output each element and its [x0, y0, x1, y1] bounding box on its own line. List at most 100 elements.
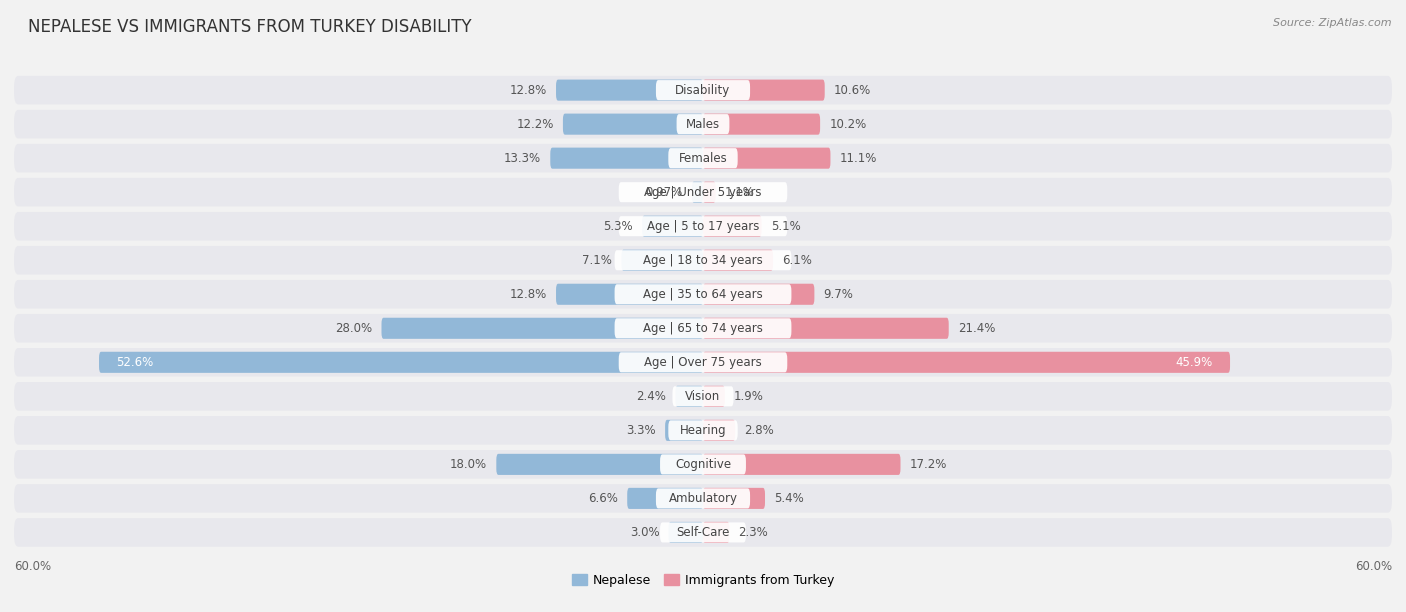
FancyBboxPatch shape — [555, 284, 703, 305]
FancyBboxPatch shape — [703, 80, 825, 100]
FancyBboxPatch shape — [14, 212, 1392, 241]
Text: 5.3%: 5.3% — [603, 220, 633, 233]
FancyBboxPatch shape — [614, 250, 792, 271]
Text: 1.9%: 1.9% — [734, 390, 763, 403]
FancyBboxPatch shape — [381, 318, 703, 339]
FancyBboxPatch shape — [14, 314, 1392, 343]
FancyBboxPatch shape — [668, 420, 738, 441]
FancyBboxPatch shape — [14, 518, 1392, 547]
Text: 3.3%: 3.3% — [626, 424, 657, 437]
FancyBboxPatch shape — [692, 182, 703, 203]
FancyBboxPatch shape — [703, 386, 725, 407]
FancyBboxPatch shape — [676, 114, 730, 134]
Text: 6.6%: 6.6% — [588, 492, 619, 505]
Text: 52.6%: 52.6% — [117, 356, 153, 369]
FancyBboxPatch shape — [14, 348, 1392, 376]
FancyBboxPatch shape — [657, 488, 749, 509]
Text: 12.8%: 12.8% — [509, 84, 547, 97]
FancyBboxPatch shape — [14, 76, 1392, 105]
FancyBboxPatch shape — [14, 416, 1392, 445]
Text: 0.97%: 0.97% — [645, 185, 683, 199]
Text: 6.1%: 6.1% — [782, 254, 813, 267]
Text: Females: Females — [679, 152, 727, 165]
FancyBboxPatch shape — [14, 484, 1392, 513]
Text: Age | 18 to 34 years: Age | 18 to 34 years — [643, 254, 763, 267]
Legend: Nepalese, Immigrants from Turkey: Nepalese, Immigrants from Turkey — [572, 574, 834, 587]
Text: 13.3%: 13.3% — [503, 152, 541, 165]
FancyBboxPatch shape — [659, 454, 747, 474]
FancyBboxPatch shape — [675, 386, 703, 407]
FancyBboxPatch shape — [98, 352, 703, 373]
FancyBboxPatch shape — [668, 148, 738, 168]
Text: 10.6%: 10.6% — [834, 84, 872, 97]
Text: Age | 35 to 64 years: Age | 35 to 64 years — [643, 288, 763, 300]
FancyBboxPatch shape — [703, 147, 831, 169]
Text: 5.4%: 5.4% — [775, 492, 804, 505]
Text: 2.8%: 2.8% — [744, 424, 775, 437]
FancyBboxPatch shape — [14, 110, 1392, 138]
FancyBboxPatch shape — [657, 80, 749, 100]
FancyBboxPatch shape — [614, 318, 792, 338]
Text: 2.3%: 2.3% — [738, 526, 768, 539]
Text: 21.4%: 21.4% — [957, 322, 995, 335]
Text: 60.0%: 60.0% — [14, 561, 51, 573]
FancyBboxPatch shape — [555, 80, 703, 100]
FancyBboxPatch shape — [14, 280, 1392, 308]
Text: Age | 65 to 74 years: Age | 65 to 74 years — [643, 322, 763, 335]
FancyBboxPatch shape — [14, 144, 1392, 173]
Text: 5.1%: 5.1% — [770, 220, 800, 233]
Text: 12.8%: 12.8% — [509, 288, 547, 300]
Text: NEPALESE VS IMMIGRANTS FROM TURKEY DISABILITY: NEPALESE VS IMMIGRANTS FROM TURKEY DISAB… — [28, 18, 472, 36]
FancyBboxPatch shape — [703, 318, 949, 339]
FancyBboxPatch shape — [14, 178, 1392, 206]
FancyBboxPatch shape — [14, 382, 1392, 411]
FancyBboxPatch shape — [496, 454, 703, 475]
Text: Disability: Disability — [675, 84, 731, 97]
FancyBboxPatch shape — [562, 114, 703, 135]
FancyBboxPatch shape — [619, 353, 787, 372]
FancyBboxPatch shape — [703, 114, 820, 135]
FancyBboxPatch shape — [619, 216, 787, 236]
Text: 60.0%: 60.0% — [1355, 561, 1392, 573]
FancyBboxPatch shape — [703, 284, 814, 305]
Text: 2.4%: 2.4% — [637, 390, 666, 403]
FancyBboxPatch shape — [619, 182, 787, 202]
Text: Hearing: Hearing — [679, 424, 727, 437]
FancyBboxPatch shape — [665, 420, 703, 441]
FancyBboxPatch shape — [643, 215, 703, 237]
FancyBboxPatch shape — [672, 386, 734, 406]
FancyBboxPatch shape — [703, 250, 773, 271]
FancyBboxPatch shape — [703, 352, 1230, 373]
Text: 28.0%: 28.0% — [335, 322, 373, 335]
Text: Source: ZipAtlas.com: Source: ZipAtlas.com — [1274, 18, 1392, 28]
FancyBboxPatch shape — [703, 182, 716, 203]
FancyBboxPatch shape — [627, 488, 703, 509]
FancyBboxPatch shape — [703, 420, 735, 441]
Text: 45.9%: 45.9% — [1175, 356, 1213, 369]
FancyBboxPatch shape — [614, 284, 792, 304]
FancyBboxPatch shape — [703, 215, 762, 237]
Text: 7.1%: 7.1% — [582, 254, 612, 267]
Text: Vision: Vision — [685, 390, 721, 403]
Text: Cognitive: Cognitive — [675, 458, 731, 471]
Text: Males: Males — [686, 118, 720, 130]
Text: 9.7%: 9.7% — [824, 288, 853, 300]
Text: Age | Over 75 years: Age | Over 75 years — [644, 356, 762, 369]
Text: 1.1%: 1.1% — [725, 185, 755, 199]
Text: Age | Under 5 years: Age | Under 5 years — [644, 185, 762, 199]
Text: 18.0%: 18.0% — [450, 458, 486, 471]
FancyBboxPatch shape — [550, 147, 703, 169]
FancyBboxPatch shape — [669, 522, 703, 543]
Text: Ambulatory: Ambulatory — [668, 492, 738, 505]
Text: 12.2%: 12.2% — [516, 118, 554, 130]
Text: Age | 5 to 17 years: Age | 5 to 17 years — [647, 220, 759, 233]
FancyBboxPatch shape — [659, 523, 747, 542]
Text: 17.2%: 17.2% — [910, 458, 948, 471]
Text: 10.2%: 10.2% — [830, 118, 866, 130]
FancyBboxPatch shape — [703, 522, 730, 543]
Text: Self-Care: Self-Care — [676, 526, 730, 539]
FancyBboxPatch shape — [703, 488, 765, 509]
FancyBboxPatch shape — [703, 454, 900, 475]
FancyBboxPatch shape — [14, 450, 1392, 479]
FancyBboxPatch shape — [621, 250, 703, 271]
